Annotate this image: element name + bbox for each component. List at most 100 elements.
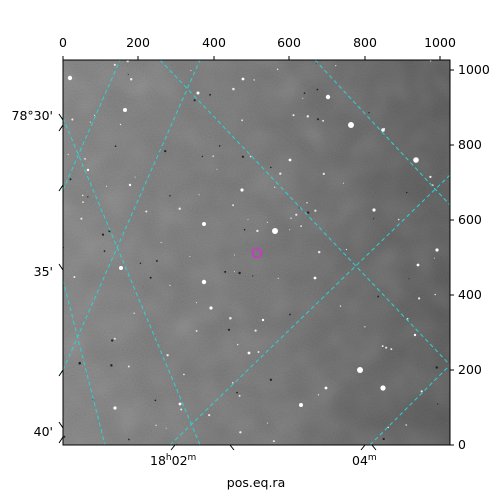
star bbox=[397, 218, 400, 221]
star bbox=[198, 194, 200, 196]
top-tick-label: 400 bbox=[202, 35, 226, 50]
star bbox=[111, 339, 114, 342]
star bbox=[110, 364, 113, 367]
star bbox=[80, 217, 83, 220]
star bbox=[357, 367, 363, 373]
star bbox=[232, 87, 235, 91]
star bbox=[390, 348, 393, 351]
star bbox=[123, 108, 127, 112]
star bbox=[372, 208, 376, 212]
star bbox=[269, 378, 273, 381]
bottom-tick-label: 04m bbox=[352, 453, 377, 468]
star bbox=[417, 297, 421, 300]
star bbox=[127, 73, 129, 75]
star bbox=[212, 155, 214, 157]
star bbox=[368, 111, 370, 114]
star bbox=[233, 254, 236, 256]
star bbox=[315, 62, 317, 64]
star bbox=[166, 354, 169, 357]
star bbox=[236, 391, 238, 394]
grid-line bbox=[63, 60, 121, 191]
star bbox=[86, 168, 90, 172]
star bbox=[413, 333, 417, 337]
star bbox=[216, 168, 218, 170]
left-tick-label: 40' bbox=[34, 424, 53, 439]
star bbox=[380, 385, 386, 391]
grid-line bbox=[369, 364, 450, 445]
star bbox=[306, 115, 310, 118]
top-tick-label: 200 bbox=[126, 35, 150, 50]
star bbox=[113, 63, 116, 66]
star bbox=[434, 293, 436, 296]
star bbox=[300, 225, 302, 227]
star bbox=[364, 326, 366, 328]
star bbox=[406, 191, 408, 194]
star bbox=[89, 121, 91, 123]
star bbox=[193, 99, 196, 102]
star bbox=[231, 381, 234, 384]
star bbox=[165, 427, 167, 429]
star bbox=[233, 271, 236, 273]
star bbox=[78, 361, 81, 365]
star bbox=[113, 337, 116, 340]
star bbox=[295, 213, 298, 216]
star bbox=[71, 118, 74, 121]
right-axis: 0 200 400 600 800 1000 bbox=[450, 62, 490, 452]
star bbox=[413, 157, 419, 163]
star bbox=[133, 312, 135, 314]
star bbox=[169, 284, 171, 287]
coordinate-grid bbox=[63, 60, 450, 445]
top-tick-label: 800 bbox=[353, 35, 377, 50]
star bbox=[160, 241, 162, 244]
star bbox=[289, 229, 291, 231]
star bbox=[129, 78, 133, 81]
star bbox=[317, 250, 321, 254]
star bbox=[202, 222, 206, 226]
star bbox=[241, 155, 245, 158]
grid-line bbox=[63, 60, 201, 371]
star bbox=[73, 275, 76, 279]
star bbox=[324, 386, 328, 390]
top-axis: 0 200 400 600 800 1000 bbox=[59, 35, 456, 60]
star bbox=[183, 373, 185, 376]
star bbox=[385, 346, 388, 349]
star bbox=[190, 70, 192, 72]
star bbox=[433, 257, 435, 259]
star bbox=[232, 204, 235, 207]
star bbox=[339, 305, 342, 307]
star-field bbox=[63, 60, 439, 445]
star bbox=[155, 424, 157, 426]
star bbox=[270, 166, 272, 169]
right-tick-label: 0 bbox=[458, 437, 466, 452]
star bbox=[82, 201, 84, 203]
star bbox=[435, 248, 439, 252]
star bbox=[317, 394, 320, 396]
star bbox=[279, 172, 282, 175]
star bbox=[139, 262, 142, 264]
star bbox=[377, 295, 380, 298]
star bbox=[209, 93, 212, 96]
star bbox=[84, 158, 86, 160]
grid-line bbox=[314, 60, 450, 206]
star bbox=[81, 194, 84, 197]
star bbox=[103, 250, 106, 252]
star bbox=[345, 248, 348, 251]
star bbox=[405, 424, 408, 426]
bottom-tick-label: 18h02m bbox=[150, 453, 196, 468]
star bbox=[314, 209, 317, 212]
star bbox=[241, 119, 243, 122]
bottom-axis: 18h02m 04m bbox=[150, 444, 377, 468]
star bbox=[313, 276, 317, 280]
star bbox=[218, 145, 221, 147]
left-axis: 78°30' 35' 40' bbox=[12, 108, 64, 444]
top-tick-label: 600 bbox=[277, 35, 301, 50]
right-tick-label: 600 bbox=[458, 212, 482, 227]
star bbox=[316, 118, 320, 121]
star bbox=[247, 351, 251, 355]
star bbox=[145, 210, 148, 213]
star bbox=[302, 97, 304, 99]
star bbox=[435, 366, 439, 369]
star bbox=[127, 365, 130, 368]
star bbox=[67, 75, 73, 81]
right-tick-label: 800 bbox=[458, 137, 482, 152]
